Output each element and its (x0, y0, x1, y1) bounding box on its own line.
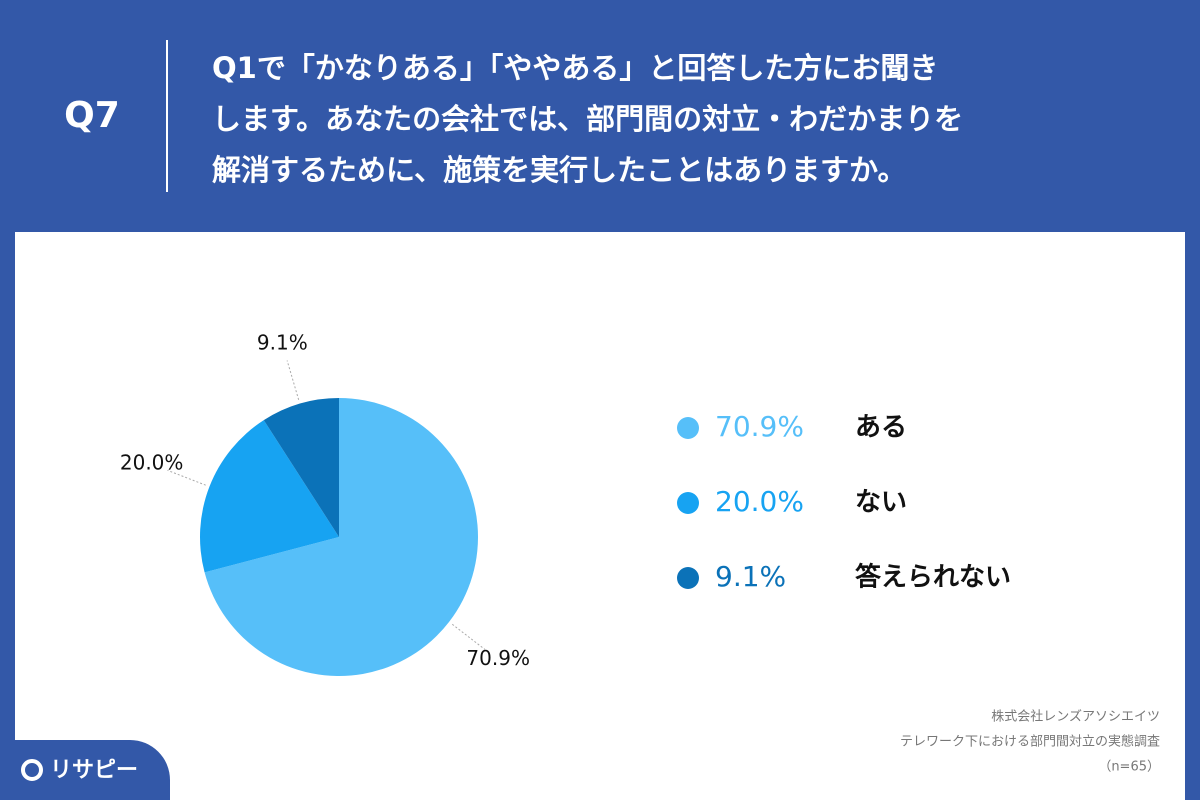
leader-line (286, 360, 300, 400)
source-line: （n=65） (1098, 760, 1160, 775)
legend-label: 答えられない (855, 562, 1011, 593)
question-line: Q1で「かなりある」「ややある」と回答した方にお聞き (212, 51, 938, 85)
legend-value: 9.1% (715, 560, 786, 593)
source-line: 株式会社レンズアソシエイツ (991, 709, 1160, 725)
pie-slice (200, 420, 339, 573)
badge: Q7 (64, 95, 120, 136)
pie: 70.9% 20.0% 9.1% (120, 331, 530, 676)
question-line: します。あなたの会社では、部門間の対立・わだかまりを (212, 102, 963, 136)
source-line: テレワーク下における部門間対立の実態調査 (900, 734, 1160, 750)
question: Q1で「かなりある」「ややある」と回答した方にお聞きします。あなたの会社では、部… (212, 51, 963, 187)
logo-tab (0, 740, 170, 800)
pie-slice (263, 398, 339, 537)
legend-label: ある (855, 413, 907, 443)
data-label: 70.9% (466, 646, 530, 670)
legend: 70.9% ある 20.0% ない 9.1% 答えられない (677, 410, 1011, 593)
legend-dot (677, 492, 699, 514)
data-label: 20.0% (120, 451, 184, 475)
legend-label: ない (855, 488, 907, 518)
logo-icon (21, 759, 43, 781)
legend-value: 20.0% (715, 485, 804, 518)
data-label: 9.1% (257, 331, 308, 355)
logo: リサピー (50, 758, 138, 783)
legend-value: 70.9% (715, 410, 804, 443)
pie-slice (204, 398, 479, 676)
leader-line (167, 469, 206, 486)
legend-dot (677, 417, 699, 439)
legend-dot (677, 567, 699, 589)
question-line: 解消するために、施策を実行したことはありますか。 (212, 153, 907, 187)
leader-line (451, 623, 486, 650)
